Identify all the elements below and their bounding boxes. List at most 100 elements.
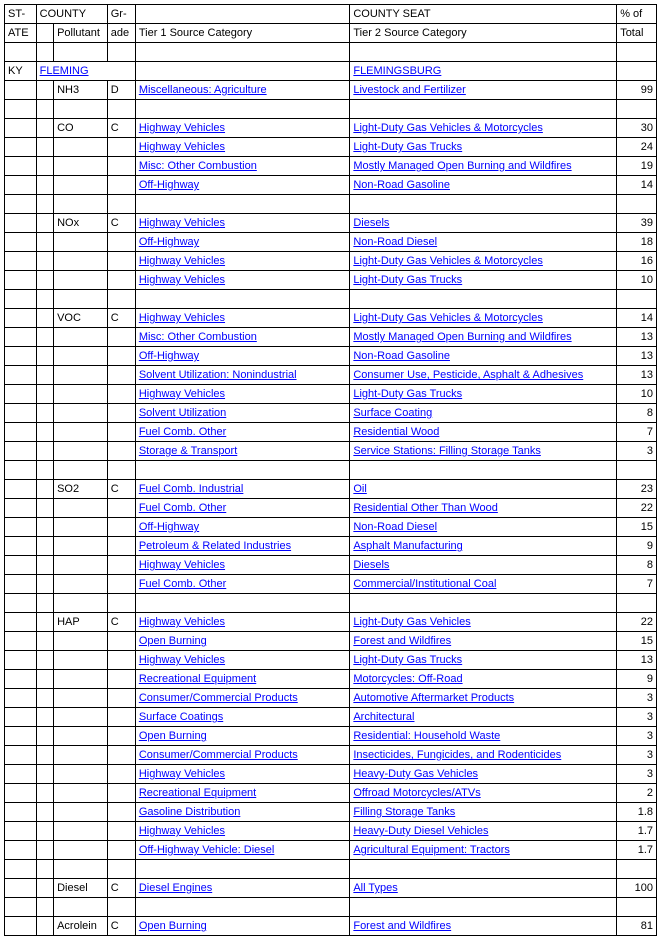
category-link[interactable]: Open Burning [139, 920, 207, 932]
category-link[interactable]: Commercial/Institutional Coal [353, 578, 496, 590]
category-link[interactable]: Residential Wood [353, 426, 439, 438]
category-link[interactable]: Solvent Utilization [139, 407, 226, 419]
category-link[interactable]: Livestock and Fertilizer [353, 84, 466, 96]
table-row: VOCCHighway VehiclesLight-Duty Gas Vehic… [5, 309, 657, 328]
category-link[interactable]: Misc: Other Combustion [139, 331, 257, 343]
table-row: Off-HighwayNon-Road Gasoline14 [5, 176, 657, 195]
category-link[interactable]: Non-Road Gasoline [353, 350, 450, 362]
category-link[interactable]: Light-Duty Gas Vehicles [353, 616, 470, 628]
header-total: Total [617, 24, 657, 43]
category-link[interactable]: Residential Other Than Wood [353, 502, 498, 514]
header-tier2: Tier 2 Source Category [350, 24, 617, 43]
category-link[interactable]: Surface Coating [353, 407, 432, 419]
category-link[interactable]: Mostly Managed Open Burning and Wildfire… [353, 160, 571, 172]
table-row: Consumer/Commercial Products Insecticides… [5, 746, 657, 765]
category-link[interactable]: Miscellaneous: Agriculture [139, 84, 267, 96]
category-link[interactable]: Misc: Other Combustion [139, 160, 257, 172]
category-link[interactable]: Gasoline Distribution [139, 806, 241, 818]
table-row: Recreational Equipment Offroad Motorcycle… [5, 784, 657, 803]
category-link[interactable]: Highway Vehicles [139, 122, 225, 134]
category-link[interactable]: Diesels [353, 217, 389, 229]
category-link[interactable]: Residential: Household Waste [353, 730, 500, 742]
category-link[interactable]: Light-Duty Gas Vehicles & Motorcycles [353, 122, 543, 134]
category-link[interactable]: Oil [353, 483, 366, 495]
category-link[interactable]: Off-Highway [139, 350, 199, 362]
category-link[interactable]: Highway Vehicles [139, 654, 225, 666]
category-link[interactable]: Highway Vehicles [139, 312, 225, 324]
category-link[interactable]: Highway Vehicles [139, 141, 225, 153]
category-link[interactable]: Insecticides, Fungicides, and Rodenticid… [353, 749, 561, 761]
category-link[interactable]: Fuel Comb. Industrial [139, 483, 244, 495]
table-row: Highway Vehicles Heavy-Duty Diesel Vehicl… [5, 822, 657, 841]
category-link[interactable]: Filling Storage Tanks [353, 806, 455, 818]
category-link[interactable]: Highway Vehicles [139, 825, 225, 837]
category-link[interactable]: Light-Duty Gas Trucks [353, 274, 462, 286]
category-link[interactable]: Open Burning [139, 730, 207, 742]
category-link[interactable]: Heavy-Duty Gas Vehicles [353, 768, 478, 780]
category-link[interactable]: Open Burning [139, 635, 207, 647]
table-row: Fuel Comb. Other Residential Other Than W… [5, 499, 657, 518]
table-row: Open BurningForest and Wildfires15 [5, 632, 657, 651]
category-link[interactable]: Recreational Equipment [139, 673, 256, 685]
category-link[interactable]: Asphalt Manufacturing [353, 540, 462, 552]
category-link[interactable]: Off-Highway [139, 521, 199, 533]
category-link[interactable]: Highway Vehicles [139, 217, 225, 229]
category-link[interactable]: Solvent Utilization: Nonindustrial [139, 369, 297, 381]
header-state: ST- [5, 5, 37, 24]
category-link[interactable]: Diesel Engines [139, 882, 212, 894]
category-link[interactable]: Consumer Use, Pesticide, Asphalt & Adhes… [353, 369, 583, 381]
category-link[interactable]: Consumer/Commercial Products [139, 749, 298, 761]
header-tier1-blank [135, 5, 350, 24]
category-link[interactable]: Light-Duty Gas Vehicles & Motorcycles [353, 312, 543, 324]
category-link[interactable]: Motorcycles: Off-Road [353, 673, 462, 685]
table-row: Off-HighwayNon-Road Diesel18 [5, 233, 657, 252]
emissions-table: ST- COUNTY Gr- COUNTY SEAT % of ATE Poll… [4, 4, 657, 936]
category-link[interactable]: Surface Coatings [139, 711, 223, 723]
category-link[interactable]: Light-Duty Gas Trucks [353, 388, 462, 400]
category-link[interactable]: Off-Highway [139, 236, 199, 248]
category-link[interactable]: Diesels [353, 559, 389, 571]
category-link[interactable]: Off-Highway [139, 179, 199, 191]
category-link[interactable]: Off-Highway Vehicle: Diesel [139, 844, 275, 856]
category-link[interactable]: Highway Vehicles [139, 388, 225, 400]
category-link[interactable]: All Types [353, 882, 397, 894]
category-link[interactable]: Recreational Equipment [139, 787, 256, 799]
category-link[interactable]: Highway Vehicles [139, 274, 225, 286]
table-row: SO2CFuel Comb. IndustrialOil23 [5, 480, 657, 499]
category-link[interactable]: Agricultural Equipment: Tractors [353, 844, 510, 856]
category-link[interactable]: Forest and Wildfires [353, 920, 451, 932]
category-link[interactable]: Highway Vehicles [139, 616, 225, 628]
category-link[interactable]: Mostly Managed Open Burning and Wildfire… [353, 331, 571, 343]
header-grade: Gr- [107, 5, 135, 24]
county-link[interactable]: FLEMING [40, 65, 89, 77]
category-link[interactable]: Non-Road Diesel [353, 236, 437, 248]
table-row: AcroleinCOpen BurningForest and Wildfire… [5, 917, 657, 936]
category-link[interactable]: Fuel Comb. Other [139, 426, 226, 438]
table-row [5, 100, 657, 119]
category-link[interactable]: Highway Vehicles [139, 768, 225, 780]
category-link[interactable]: Light-Duty Gas Vehicles & Motorcycles [353, 255, 543, 267]
table-row: Petroleum & Related Industries Asphalt Ma… [5, 537, 657, 556]
category-link[interactable]: Heavy-Duty Diesel Vehicles [353, 825, 488, 837]
county-seat-link[interactable]: FLEMINGSBURG [353, 65, 441, 77]
category-link[interactable]: Non-Road Gasoline [353, 179, 450, 191]
category-link[interactable]: Highway Vehicles [139, 559, 225, 571]
category-link[interactable]: Service Stations: Filling Storage Tanks [353, 445, 541, 457]
category-link[interactable]: Offroad Motorcycles/ATVs [353, 787, 480, 799]
category-link[interactable]: Fuel Comb. Other [139, 502, 226, 514]
category-link[interactable]: Non-Road Diesel [353, 521, 437, 533]
header-pct: % of [617, 5, 657, 24]
category-link[interactable]: Automotive Aftermarket Products [353, 692, 514, 704]
category-link[interactable]: Highway Vehicles [139, 255, 225, 267]
category-link[interactable]: Fuel Comb. Other [139, 578, 226, 590]
category-link[interactable]: Light-Duty Gas Trucks [353, 654, 462, 666]
table-row: Solvent UtilizationSurface Coating8 [5, 404, 657, 423]
category-link[interactable]: Light-Duty Gas Trucks [353, 141, 462, 153]
category-link[interactable]: Petroleum & Related Industries [139, 540, 291, 552]
table-row: Highway VehiclesLight-Duty Gas Trucks24 [5, 138, 657, 157]
category-link[interactable]: Forest and Wildfires [353, 635, 451, 647]
category-link[interactable]: Architectural [353, 711, 414, 723]
table-row: Highway Vehicles Light-Duty Gas Vehicles … [5, 252, 657, 271]
category-link[interactable]: Storage & Transport [139, 445, 237, 457]
category-link[interactable]: Consumer/Commercial Products [139, 692, 298, 704]
